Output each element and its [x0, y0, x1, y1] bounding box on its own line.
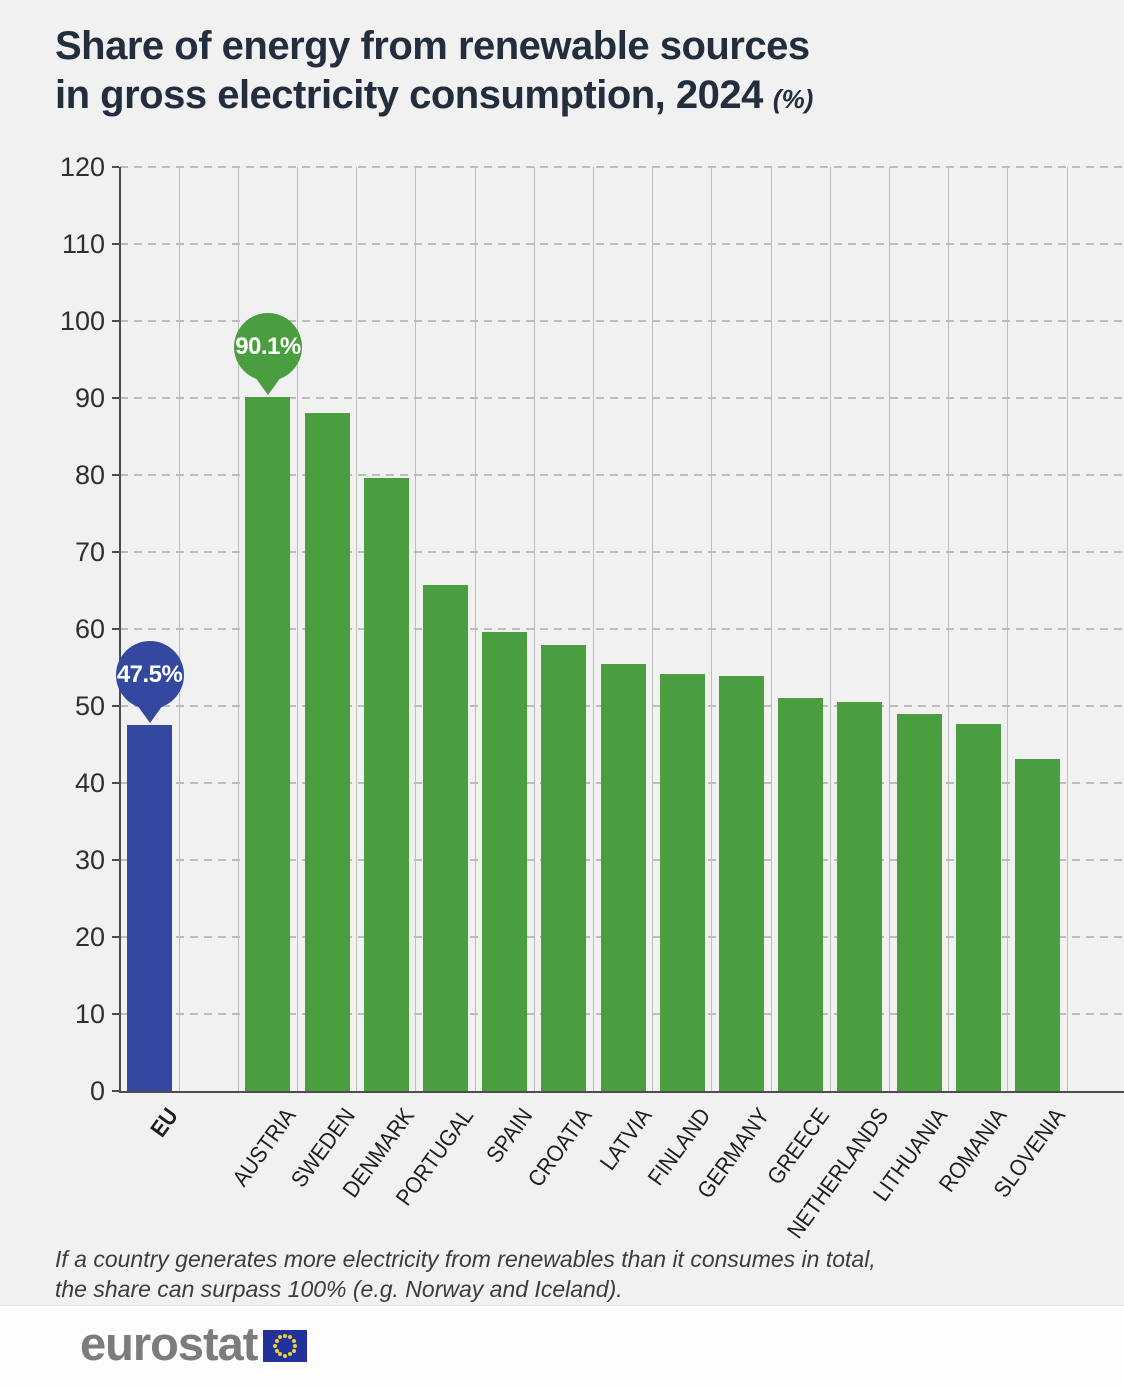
- gridline: [120, 628, 1124, 630]
- column-separator-line: [770, 167, 772, 1091]
- bar-croatia: [541, 645, 587, 1091]
- gridline: [120, 397, 1124, 399]
- gridline: [120, 320, 1124, 322]
- bar-netherlands: [837, 702, 883, 1091]
- flag-star-dot: [288, 1334, 293, 1339]
- bar-latvia: [600, 663, 646, 1091]
- bar-denmark: [363, 478, 409, 1091]
- bar-slovenia: [1014, 759, 1060, 1091]
- x-label-text: LATVIA: [594, 1103, 657, 1175]
- plot-area: 0 10 20 30 40 50 60 70 80 90 100 110 120 EU AUSTRIA SWE…: [59, 152, 1124, 1243]
- y-tick-label: 10: [74, 999, 105, 1029]
- column-separator-line: [533, 167, 535, 1091]
- y-axis-line: [119, 167, 121, 1091]
- column-separator-line: [1007, 167, 1009, 1091]
- gridline: [120, 166, 1124, 168]
- y-tick-label: 60: [74, 614, 105, 644]
- y-tick-label: 30: [74, 845, 105, 875]
- footnote-line1: If a country generates more electricity …: [55, 1246, 876, 1272]
- column-separator-line: [297, 167, 299, 1091]
- y-tick-label: 110: [61, 229, 105, 259]
- x-label-text: SPAIN: [481, 1103, 538, 1168]
- bar-lithuania: [896, 714, 942, 1091]
- y-axis-tick: [112, 397, 119, 399]
- y-tick-label: 80: [74, 460, 105, 490]
- flag-star-dot: [288, 1352, 293, 1357]
- eu-flag-icon: [263, 1329, 308, 1362]
- footnote: If a country generates more electricity …: [55, 1244, 876, 1304]
- x-axis-line: [119, 1091, 1124, 1093]
- callout-value: 47.5%: [116, 661, 183, 689]
- y-axis-tick: [112, 705, 119, 707]
- eurostat-logo-text: eurostat: [80, 1317, 258, 1370]
- page-title: Share of energy from renewable sources i…: [55, 22, 813, 124]
- y-tick-label: 70: [74, 537, 105, 567]
- gridline: [120, 474, 1124, 476]
- column-separator-line: [474, 167, 476, 1091]
- column-separator-line: [593, 167, 594, 1091]
- bar-germany: [718, 675, 764, 1091]
- y-tick-label: 20: [74, 922, 105, 952]
- title-unit: (%): [772, 84, 814, 114]
- flag-star-dot: [273, 1343, 278, 1348]
- bar-austria: [245, 397, 291, 1091]
- eurostat-logo: eurostat: [80, 1317, 308, 1370]
- flag-star-dot: [292, 1338, 297, 1343]
- y-tick-label: 50: [74, 691, 105, 721]
- bar-sweden: [304, 412, 350, 1091]
- column-separator-line: [888, 167, 890, 1091]
- y-tick-label: 0: [89, 1076, 105, 1106]
- callout-pointer-austria: [254, 377, 281, 396]
- callout-austria: 90.1%: [233, 313, 302, 382]
- y-axis-tick: [112, 320, 119, 322]
- column-separator-line: [829, 167, 831, 1091]
- page-title-line2: in gross electricity consumption, 2024 (%…: [55, 73, 814, 117]
- column-separator-line: [415, 167, 417, 1091]
- bar-finland: [659, 674, 705, 1091]
- flag-star-dot: [293, 1343, 298, 1348]
- flag-star-dot: [274, 1348, 279, 1353]
- page-title-line1: Share of energy from renewable sources: [55, 24, 810, 68]
- y-tick-label: 120: [59, 152, 105, 182]
- column-separator-line: [237, 167, 239, 1091]
- y-axis-tick: [112, 859, 119, 861]
- column-separator-line: [356, 167, 358, 1091]
- x-label-text: EU: [144, 1103, 183, 1142]
- y-tick-label: 100: [59, 306, 105, 336]
- column-separator-line: [178, 167, 180, 1091]
- y-axis-tick: [112, 936, 119, 938]
- flag-star-dot: [283, 1353, 288, 1358]
- gridline: [120, 551, 1124, 553]
- y-axis-tick: [112, 1090, 119, 1092]
- y-axis-tick: [112, 474, 119, 476]
- column-separator-line: [948, 167, 950, 1091]
- callout-pointer-eu: [136, 705, 163, 724]
- flag-star-dot: [274, 1338, 279, 1343]
- flag-star-dot: [278, 1334, 283, 1339]
- bar-spain: [482, 632, 528, 1091]
- y-axis-tick: [112, 243, 119, 245]
- y-axis-tick: [112, 782, 119, 784]
- footer-bar: eurostat: [0, 1305, 1124, 1387]
- y-tick-label: 40: [74, 768, 105, 798]
- flag-star-dot: [283, 1333, 288, 1338]
- y-axis-tick: [112, 628, 119, 630]
- bar-eu: [127, 725, 173, 1091]
- column-separator-line: [1066, 167, 1068, 1091]
- column-separator-line: [711, 167, 713, 1091]
- y-axis-tick: [112, 166, 119, 168]
- y-tick-label: 90: [74, 383, 105, 413]
- gridline: [120, 243, 1124, 245]
- bar-greece: [778, 697, 824, 1091]
- callout-eu: 47.5%: [115, 641, 184, 710]
- y-axis-tick: [112, 551, 119, 553]
- y-axis-tick: [112, 1013, 119, 1015]
- flag-star-dot: [292, 1348, 297, 1353]
- callout-value: 90.1%: [235, 333, 301, 361]
- flag-star-dot: [278, 1352, 283, 1357]
- bar-romania: [955, 724, 1001, 1091]
- column-separator-line: [652, 167, 654, 1091]
- bar-portugal: [423, 585, 469, 1091]
- footnote-line2: the share can surpass 100% (e.g. Norway …: [55, 1276, 623, 1302]
